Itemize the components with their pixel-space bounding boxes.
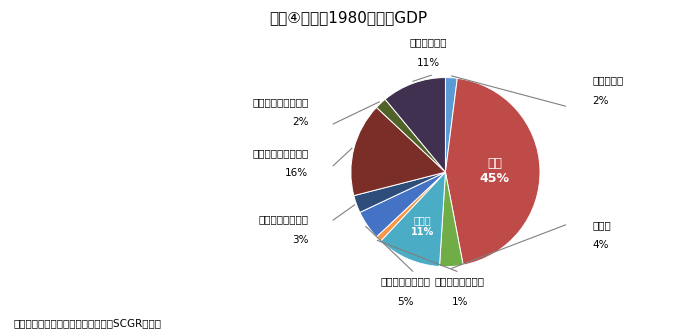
Text: （出所：サウジアラビア統計庁よりSCGR作成）: （出所：サウジアラビア統計庁よりSCGR作成） bbox=[14, 318, 162, 328]
Text: 農林水産業: 農林水産業 bbox=[592, 75, 624, 85]
Text: 11%: 11% bbox=[417, 58, 440, 68]
Wedge shape bbox=[445, 77, 457, 172]
Text: 商業・飲食・宿泊: 商業・飲食・宿泊 bbox=[381, 277, 431, 287]
Text: 2%: 2% bbox=[292, 117, 308, 127]
Text: 鉱業
45%: 鉱業 45% bbox=[480, 157, 509, 185]
Wedge shape bbox=[377, 172, 445, 241]
Text: 建設業
11%: 建設業 11% bbox=[411, 215, 434, 237]
Wedge shape bbox=[439, 172, 463, 267]
Text: 製造業: 製造業 bbox=[592, 220, 611, 230]
Wedge shape bbox=[360, 172, 445, 237]
Text: 1%: 1% bbox=[452, 297, 468, 307]
Text: 2%: 2% bbox=[592, 96, 608, 106]
Wedge shape bbox=[377, 99, 445, 172]
Text: 電力・ガス・水道: 電力・ガス・水道 bbox=[434, 277, 484, 287]
Text: 図表④分野別1980年実質GDP: 図表④分野別1980年実質GDP bbox=[269, 10, 427, 25]
Text: 政府サービス: 政府サービス bbox=[410, 37, 447, 47]
Text: 3%: 3% bbox=[292, 235, 308, 245]
Wedge shape bbox=[354, 172, 445, 213]
Wedge shape bbox=[381, 172, 445, 266]
Wedge shape bbox=[385, 77, 445, 172]
Wedge shape bbox=[445, 78, 540, 265]
Text: 金融・保険・不動産: 金融・保険・不動産 bbox=[252, 148, 308, 158]
Text: 地域・社会サービス: 地域・社会サービス bbox=[252, 97, 308, 107]
Text: 5%: 5% bbox=[397, 297, 414, 307]
Text: 交通・倉庫・通信: 交通・倉庫・通信 bbox=[258, 214, 308, 224]
Wedge shape bbox=[351, 107, 445, 196]
Text: 16%: 16% bbox=[285, 168, 308, 178]
Text: 4%: 4% bbox=[592, 240, 608, 250]
